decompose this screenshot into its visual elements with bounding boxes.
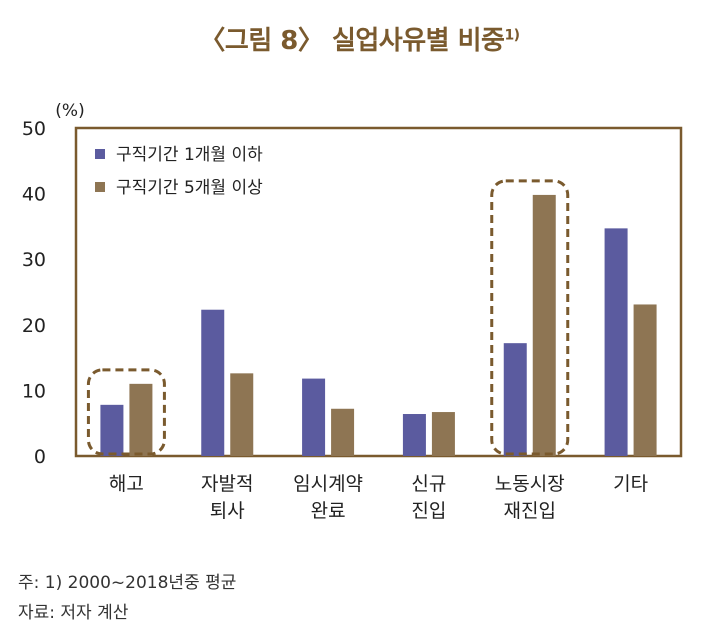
x-category-label: 재진입: [504, 500, 556, 522]
y-tick-label: 20: [22, 315, 46, 337]
chart-title-text: 〈그림 8〉 실업사유별 비중: [199, 26, 505, 56]
bar: [532, 194, 556, 457]
plot-frame: [74, 126, 683, 458]
x-category-label: 완료: [311, 500, 346, 522]
legend-label: 구직기간 1개월 이하: [116, 145, 263, 165]
highlight-box: [86, 368, 166, 456]
x-category-label: 노동시장: [495, 473, 565, 495]
x-category-label: 기타: [613, 473, 648, 495]
x-category-label: 자발적: [201, 473, 253, 495]
bar: [604, 228, 628, 456]
x-category-label: 퇴사: [210, 500, 245, 522]
chart-title-footnote-mark: 1): [504, 27, 520, 44]
bar: [633, 304, 657, 456]
bar: [201, 309, 225, 456]
bar: [431, 412, 455, 456]
bar: [503, 343, 527, 456]
y-tick-label: 40: [22, 184, 46, 206]
y-tick-label: 50: [22, 118, 46, 140]
bar: [302, 378, 326, 456]
x-category-label: 신규: [411, 473, 446, 495]
y-axis-unit-label: (%): [55, 101, 84, 121]
x-category-label: 해고: [109, 473, 144, 495]
bar: [230, 373, 254, 456]
bar: [402, 414, 426, 456]
legend-swatch: [95, 182, 105, 192]
bar: [100, 404, 124, 456]
footnote-source: 자료: 저자 계산: [18, 603, 129, 623]
footnote-note: 주: 1) 2000~2018년중 평균: [18, 573, 237, 593]
legend-swatch: [95, 149, 105, 159]
x-category-label: 진입: [411, 500, 446, 522]
bar: [331, 408, 355, 456]
legend-label: 구직기간 5개월 이상: [116, 178, 263, 198]
x-category-label: 임시계약: [293, 473, 363, 495]
chart-title: 〈그림 8〉 실업사유별 비중1): [0, 20, 719, 57]
highlight-box: [490, 179, 570, 456]
bar: [129, 383, 153, 456]
y-tick-label: 30: [22, 249, 46, 271]
y-tick-label: 0: [34, 446, 46, 468]
y-tick-label: 10: [22, 380, 46, 402]
